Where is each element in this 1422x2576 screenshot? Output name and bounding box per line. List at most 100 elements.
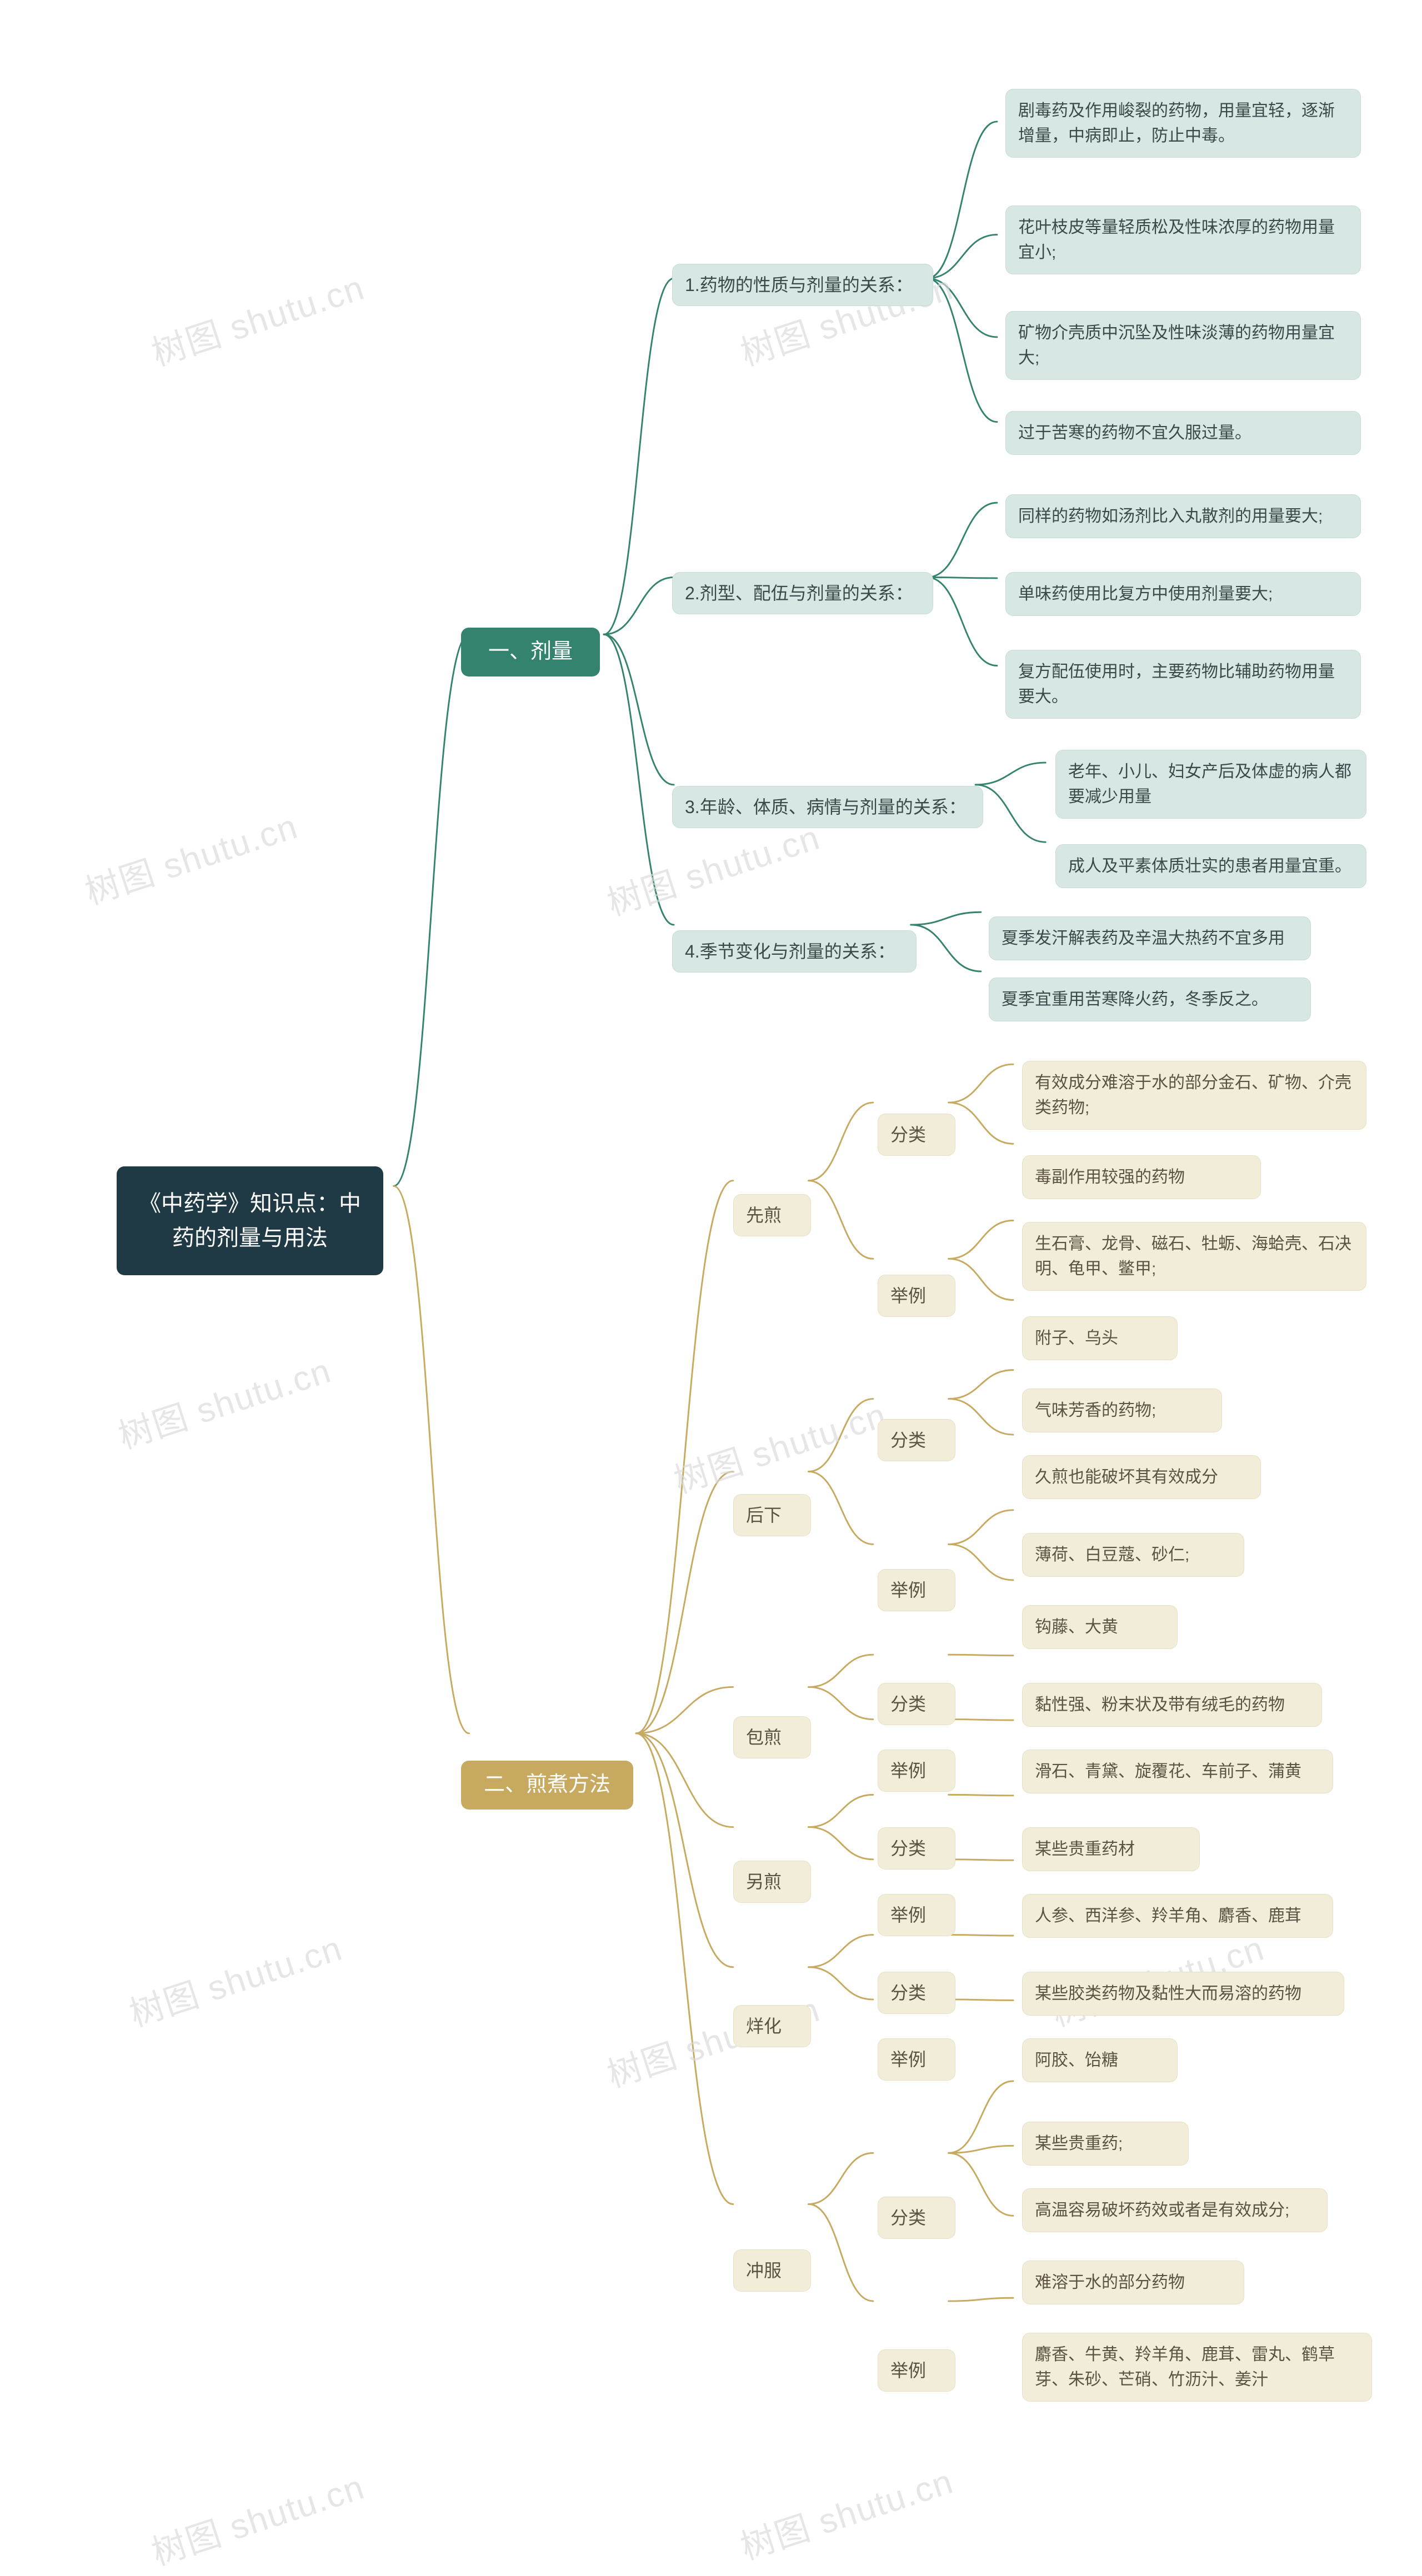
mindmap-node[interactable]: 烊化 [733,2005,811,2047]
mindmap-node[interactable]: 剧毒药及作用峻裂的药物，用量宜轻，逐渐增量，中病即止，防止中毒。 [1005,89,1361,158]
node-label: 薄荷、白豆蔻、砂仁; [1035,1542,1189,1567]
node-label: 阿胶、饴糖 [1035,2048,1118,2073]
mindmap-node[interactable]: 3.年龄、体质、病情与剂量的关系： [672,786,983,828]
mindmap-node[interactable]: 老年、小儿、妇女产后及体虚的病人都要减少用量 [1055,750,1366,819]
node-label: 单味药使用比复方中使用剂量要大; [1018,582,1273,607]
mindmap-node[interactable]: 举例 [878,2038,955,2081]
node-label: 包煎 [746,1725,782,1750]
mindmap-node[interactable]: 麝香、牛黄、羚羊角、鹿茸、雷丸、鹤草芽、朱砂、芒硝、竹沥汁、姜汁 [1022,2333,1372,2402]
mindmap-node[interactable]: 分类 [878,1827,955,1870]
mindmap-node[interactable]: 二、煎煮方法 [461,1761,633,1810]
mindmap-node[interactable]: 举例 [878,2349,955,2392]
node-label: 分类 [890,2205,926,2231]
mindmap-node[interactable]: 高温容易破坏药效或者是有效成分; [1022,2188,1328,2232]
node-label: 烊化 [746,2013,782,2039]
mindmap-node[interactable]: 阿胶、饴糖 [1022,2038,1178,2082]
mindmap-node[interactable]: 某些贵重药材 [1022,1827,1200,1871]
mindmap-node[interactable]: 举例 [878,1569,955,1611]
mindmap-node[interactable]: 人参、西洋参、羚羊角、麝香、鹿茸 [1022,1894,1333,1938]
node-label: 剧毒药及作用峻裂的药物，用量宜轻，逐渐增量，中病即止，防止中毒。 [1018,98,1348,148]
mindmap-node[interactable]: 过于苦寒的药物不宜久服过量。 [1005,411,1361,455]
mindmap-stage: 树图 shutu.cn 树图 shutu.cn 树图 shutu.cn 树图 shut… [67,67,1389,2499]
node-label: 举例 [890,1283,926,1309]
mindmap-node[interactable]: 分类 [878,1972,955,2014]
node-label: 举例 [890,1902,926,1928]
mindmap-node[interactable]: 附子、乌头 [1022,1316,1178,1360]
mindmap-node[interactable]: 包煎 [733,1716,811,1758]
mindmap-node[interactable]: 气味芳香的药物; [1022,1389,1222,1432]
node-label: 附子、乌头 [1035,1326,1118,1351]
mindmap-node[interactable]: 难溶于水的部分药物 [1022,2261,1244,2304]
mindmap-node[interactable]: 举例 [878,1750,955,1792]
mindmap-node[interactable]: 后下 [733,1494,811,1536]
node-label: 夏季发汗解表药及辛温大热药不宜多用 [1002,926,1285,951]
watermark: 树图 shutu.cn [111,1342,337,1458]
node-label: 高温容易破坏药效或者是有效成分; [1035,2198,1289,2223]
mindmap-node[interactable]: 举例 [878,1894,955,1936]
mindmap-node[interactable]: 分类 [878,1114,955,1156]
mindmap-node[interactable]: 花叶枝皮等量轻质松及性味浓厚的药物用量宜小; [1005,206,1361,274]
mindmap-node[interactable]: 分类 [878,1683,955,1725]
mindmap-node[interactable]: 黏性强、粉末状及带有绒毛的药物 [1022,1683,1322,1727]
watermark: 树图 shutu.cn [667,1387,892,1502]
node-label: 过于苦寒的药物不宜久服过量。 [1018,420,1251,445]
node-label: 滑石、青黛、旋覆花、车前子、蒲黄 [1035,1759,1301,1784]
node-label: 复方配伍使用时，主要药物比辅助药物用量要大。 [1018,659,1348,709]
node-label: 老年、小儿、妇女产后及体虚的病人都要减少用量 [1068,759,1354,809]
mindmap-node[interactable]: 2.剂型、配伍与剂量的关系： [672,572,933,614]
mindmap-node[interactable]: 夏季宜重用苦寒降火药，冬季反之。 [989,978,1311,1021]
mindmap-node[interactable]: 分类 [878,1419,955,1461]
node-label: 另煎 [746,1869,782,1895]
watermark: 树图 shutu.cn [144,2459,370,2574]
node-label: 4.季节变化与剂量的关系： [685,939,895,964]
node-label: 某些胶类药物及黏性大而易溶的药物 [1035,1981,1301,2006]
node-label: 举例 [890,1758,926,1783]
mindmap-node[interactable]: 矿物介壳质中沉坠及性味淡薄的药物用量宜大; [1005,311,1361,380]
node-label: 冲服 [746,2258,782,2283]
node-label: 举例 [890,1577,926,1603]
node-label: 钩藤、大黄 [1035,1615,1118,1640]
mindmap-node[interactable]: 成人及平素体质壮实的患者用量宜重。 [1055,844,1366,888]
mindmap-node[interactable]: 毒副作用较强的药物 [1022,1155,1261,1199]
mindmap-node[interactable]: 生石膏、龙骨、磁石、牡蛎、海蛤壳、石决明、龟甲、鳖甲; [1022,1222,1366,1291]
mindmap-node[interactable]: 一、剂量 [461,628,600,676]
node-label: 《中药学》知识点：中药的剂量与用法 [133,1186,367,1255]
node-label: 分类 [890,1427,926,1453]
mindmap-node[interactable]: 单味药使用比复方中使用剂量要大; [1005,572,1361,616]
node-label: 二、煎煮方法 [484,1770,610,1800]
mindmap-node[interactable]: 举例 [878,1275,955,1317]
mindmap-node[interactable]: 复方配伍使用时，主要药物比辅助药物用量要大。 [1005,650,1361,719]
mindmap-node[interactable]: 分类 [878,2197,955,2239]
mindmap-node[interactable]: 冲服 [733,2249,811,2292]
mindmap-node[interactable]: 钩藤、大黄 [1022,1605,1178,1649]
node-label: 分类 [890,1691,926,1717]
mindmap-node[interactable]: 先煎 [733,1194,811,1236]
mindmap-node[interactable]: 夏季发汗解表药及辛温大热药不宜多用 [989,916,1311,960]
mindmap-node[interactable]: 滑石、青黛、旋覆花、车前子、蒲黄 [1022,1750,1333,1793]
node-label: 1.药物的性质与剂量的关系： [685,272,913,298]
mindmap-node[interactable]: 久煎也能破坏其有效成分 [1022,1455,1261,1499]
node-label: 一、剂量 [488,637,573,667]
node-label: 矿物介壳质中沉坠及性味淡薄的药物用量宜大; [1018,320,1348,370]
mindmap-node[interactable]: 薄荷、白豆蔻、砂仁; [1022,1533,1244,1577]
node-label: 2.剂型、配伍与剂量的关系： [685,580,913,606]
node-label: 某些贵重药材 [1035,1837,1135,1862]
mindmap-node[interactable]: 1.药物的性质与剂量的关系： [672,264,933,306]
node-label: 3.年龄、体质、病情与剂量的关系： [685,794,967,820]
mindmap-node[interactable]: 同样的药物如汤剂比入丸散剂的用量要大; [1005,494,1361,538]
mindmap-node[interactable]: 4.季节变化与剂量的关系： [672,930,917,973]
node-label: 举例 [890,2047,926,2072]
mindmap-node[interactable]: 某些贵重药; [1022,2122,1189,2166]
node-label: 有效成分难溶于水的部分金石、矿物、介壳类药物; [1035,1070,1354,1120]
node-label: 先煎 [746,1202,782,1228]
mindmap-node[interactable]: 有效成分难溶于水的部分金石、矿物、介壳类药物; [1022,1061,1366,1130]
mindmap-node[interactable]: 《中药学》知识点：中药的剂量与用法 [117,1166,383,1275]
node-label: 毒副作用较强的药物 [1035,1165,1185,1190]
mindmap-node[interactable]: 某些胶类药物及黏性大而易溶的药物 [1022,1972,1344,2016]
mindmap-node[interactable]: 另煎 [733,1861,811,1903]
watermark: 树图 shutu.cn [78,798,303,914]
node-label: 成人及平素体质壮实的患者用量宜重。 [1068,854,1351,879]
node-label: 气味芳香的药物; [1035,1398,1156,1423]
watermark: 树图 shutu.cn [122,1920,348,2036]
node-label: 难溶于水的部分药物 [1035,2270,1185,2295]
